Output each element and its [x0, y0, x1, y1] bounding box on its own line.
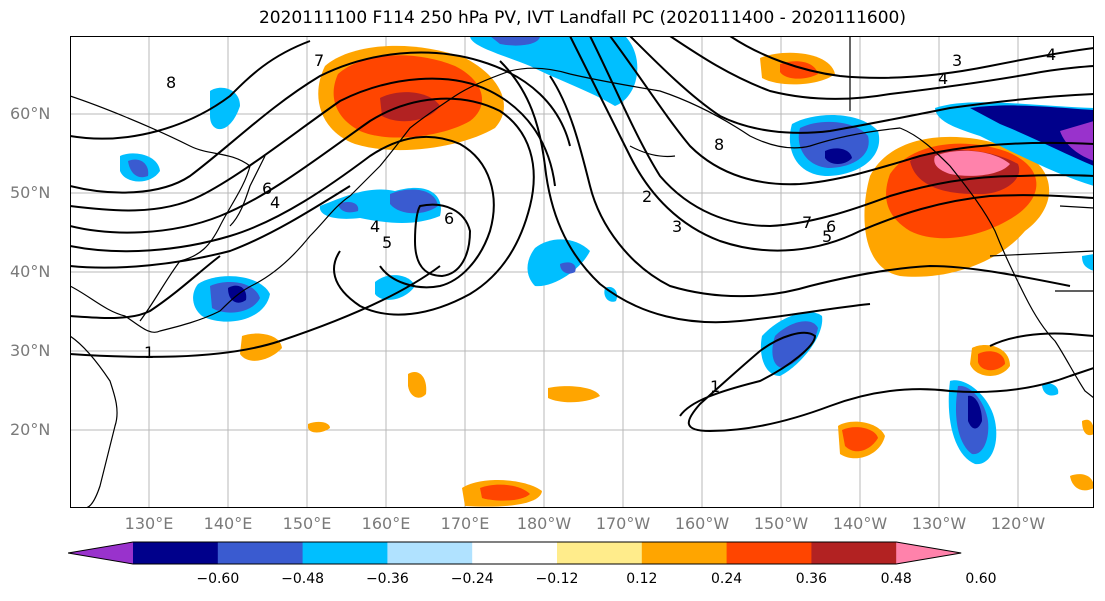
contour-label: 1: [144, 343, 154, 362]
shaded-anomalies: [120, 36, 1094, 507]
colorbar-tick-label: −0.48: [281, 571, 325, 587]
colorbar-segment: [557, 542, 643, 564]
contour-label: 7: [314, 51, 324, 70]
contour-label: 4: [270, 193, 280, 212]
colorbar-tick-label: −0.24: [450, 571, 494, 587]
contour-label: 4: [1046, 45, 1056, 64]
colorbar: [68, 541, 962, 565]
colorbar-segment: [641, 542, 728, 564]
colorbar-tick-label: 0.48: [880, 571, 912, 587]
colorbar-segment: [387, 542, 473, 564]
map-title: 2020111100 F114 250 hPa PV, IVT Landfall…: [258, 8, 906, 28]
colorbar-segment: [811, 542, 897, 564]
colorbar-tick-label: 0.12: [626, 571, 658, 587]
lon-label: 140°E: [203, 514, 253, 533]
lat-label: 60°N: [10, 104, 51, 123]
lon-label: 170°E: [440, 514, 490, 533]
lon-label: 180°W: [516, 514, 572, 533]
contour-label: 4: [938, 69, 948, 88]
pv-contours: [70, 36, 1094, 433]
lon-label: 160°E: [361, 514, 411, 533]
lat-label: 40°N: [10, 262, 51, 281]
lat-label: 20°N: [10, 420, 51, 439]
contour-label: 8: [714, 135, 724, 154]
colorbar-extend-low: [68, 542, 133, 564]
colorbar-segment: [726, 542, 812, 564]
contour-label: 1: [710, 377, 720, 396]
colorbar-segment: [217, 542, 304, 564]
coastlines: [70, 36, 1094, 508]
colorbar-segment: [472, 542, 558, 564]
contour-label: 6: [444, 209, 454, 228]
contour-label: 6: [262, 179, 272, 198]
contour-labels: 8 7 6 4 5 4 6 3 2 1 8 7 6 5 4 3 4 1: [144, 45, 1056, 396]
contour-label: 6: [826, 217, 836, 236]
contour-label: 3: [672, 217, 682, 236]
contour-label: 8: [166, 73, 176, 92]
lat-label: 50°N: [10, 183, 51, 202]
contour-label: 7: [802, 213, 812, 232]
lon-label: 130°E: [124, 514, 174, 533]
contour-label: 5: [382, 233, 392, 252]
lon-label: 120°W: [990, 514, 1046, 533]
pv-ivt-map: 8 7 6 4 5 4 6 3 2 1 8 7 6 5 4 3 4 1: [70, 36, 1094, 508]
contour-label: 4: [370, 217, 380, 236]
lon-label: 140°W: [832, 514, 888, 533]
colorbar-tick-label: −0.36: [365, 571, 409, 587]
contour-label: 2: [642, 187, 652, 206]
colorbar-tick-label: −0.12: [535, 571, 579, 587]
lon-label: 130°W: [911, 514, 967, 533]
contour-label: 5: [822, 227, 832, 246]
colorbar-extend-high: [896, 542, 962, 564]
lon-label: 170°W: [595, 514, 651, 533]
colorbar-tick-label: 0.24: [711, 571, 743, 587]
contour-label: 3: [952, 51, 962, 70]
lon-label: 160°W: [674, 514, 730, 533]
colorbar-tick-label: 0.60: [965, 571, 997, 587]
colorbar-tick-label: 0.36: [795, 571, 827, 587]
lon-label: 150°W: [753, 514, 809, 533]
colorbar-segment: [133, 542, 219, 564]
colorbar-tick-label: −0.60: [196, 571, 240, 587]
colorbar-segment: [302, 542, 388, 564]
lon-label: 150°E: [282, 514, 332, 533]
lat-label: 30°N: [10, 341, 51, 360]
colorbar-outline: [68, 541, 962, 565]
